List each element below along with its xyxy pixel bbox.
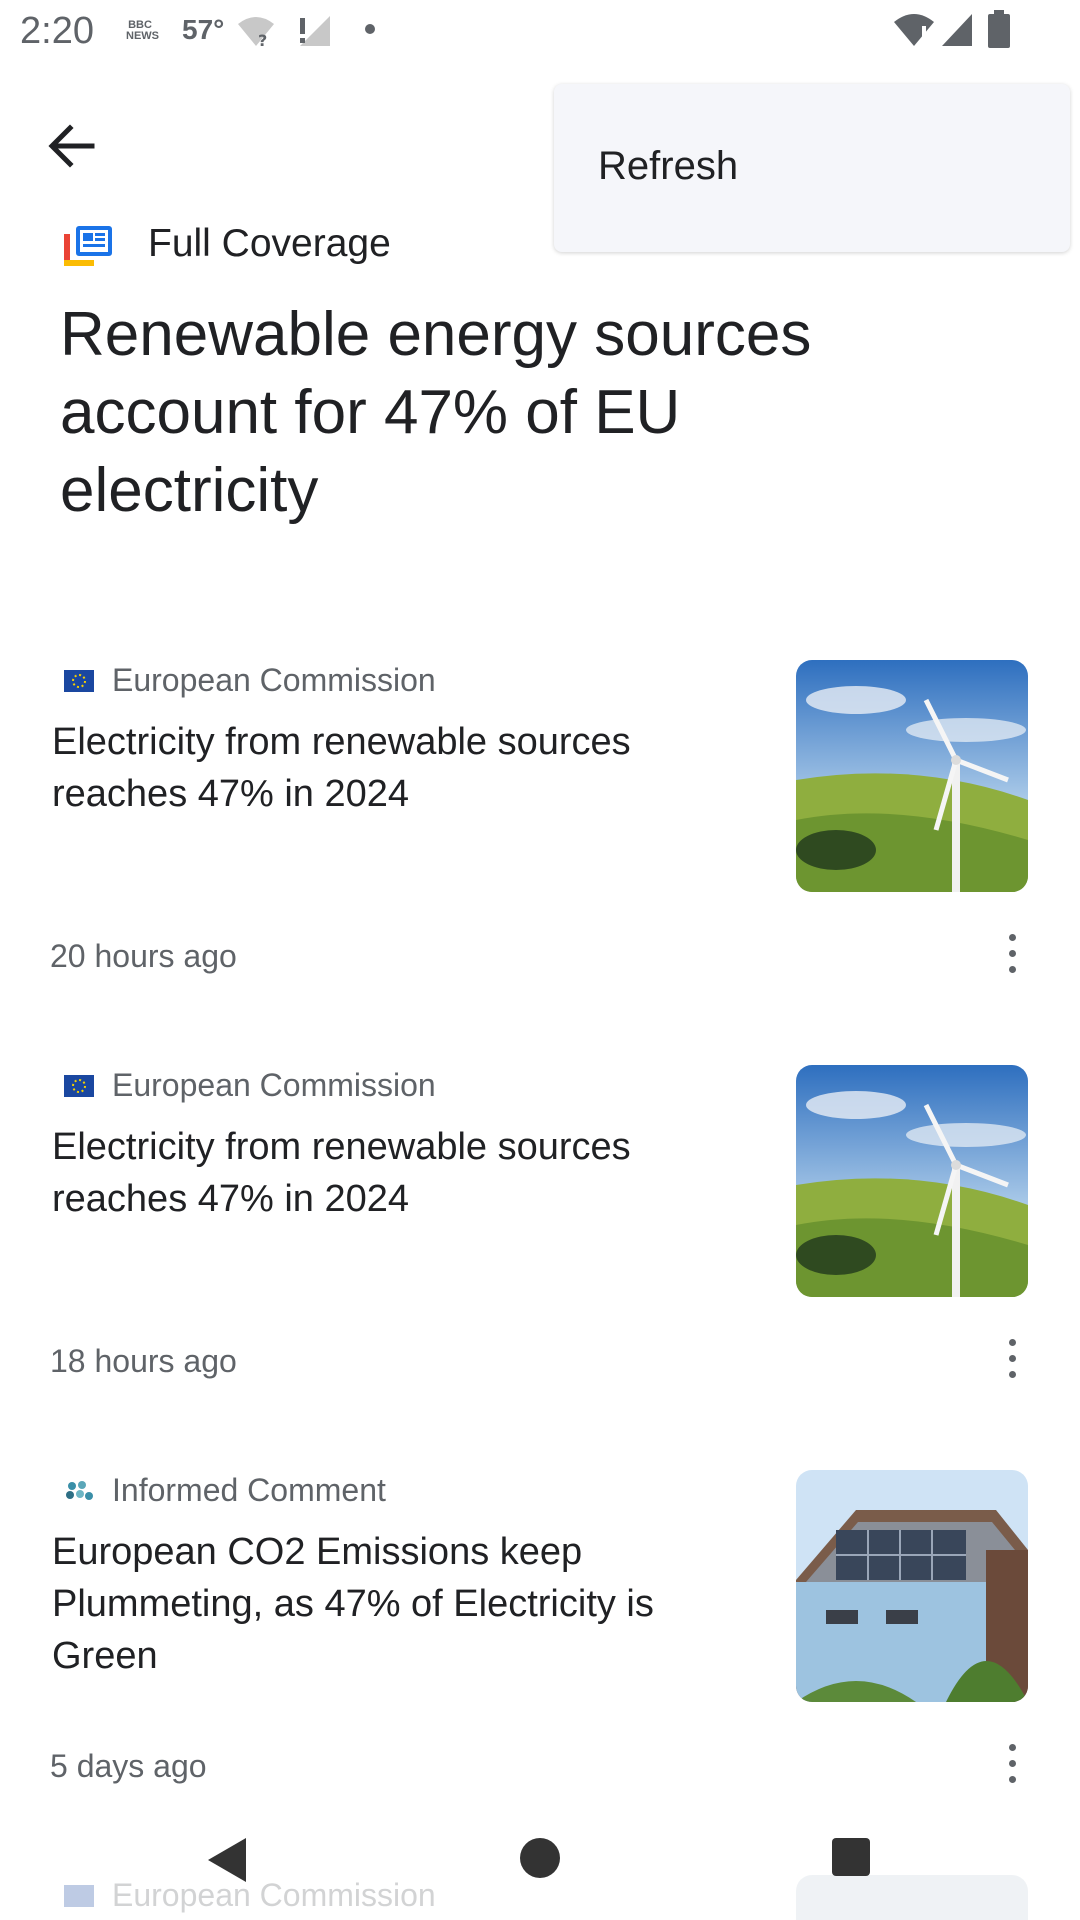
cell-signal-alert-icon bbox=[300, 16, 330, 46]
article-source: Informed Comment bbox=[56, 1470, 496, 1510]
article-title[interactable]: Electricity from renewable sources reach… bbox=[52, 1126, 631, 1220]
article-card[interactable]: European Commission Electricity from ren… bbox=[0, 650, 1080, 1055]
article-card[interactable]: Informed Comment European CO2 Emissions … bbox=[0, 1460, 1080, 1865]
eu-flag-icon bbox=[64, 670, 94, 692]
solar-roof-house-image bbox=[796, 1470, 1028, 1702]
story-headline: Renewable energy sources account for 47%… bbox=[60, 300, 812, 525]
article-source: European Commission bbox=[56, 660, 496, 700]
article-time: 5 days ago bbox=[50, 1748, 207, 1784]
bbc-news-icon: BBC NEWS bbox=[126, 19, 159, 42]
nav-recents-button[interactable] bbox=[832, 1838, 870, 1876]
more-options-button[interactable] bbox=[1004, 1335, 1020, 1383]
notification-dot-icon bbox=[365, 24, 375, 34]
article-thumbnail bbox=[796, 1875, 1028, 1920]
wind-turbine-image bbox=[796, 660, 1028, 892]
overflow-menu bbox=[554, 84, 1070, 252]
source-name: European Commission bbox=[112, 1877, 436, 1913]
nav-home-button[interactable] bbox=[520, 1838, 560, 1878]
eu-flag-icon bbox=[64, 1075, 94, 1097]
full-coverage-label: Full Coverage bbox=[148, 222, 391, 265]
svg-text:?: ? bbox=[258, 31, 267, 48]
more-options-button[interactable] bbox=[1004, 930, 1020, 978]
article-time: 18 hours ago bbox=[50, 1343, 237, 1379]
full-coverage-icon bbox=[64, 226, 112, 266]
source-name: Informed Comment bbox=[112, 1472, 386, 1508]
article-time: 20 hours ago bbox=[50, 938, 237, 974]
article-source: European Commission bbox=[56, 1065, 496, 1105]
nav-back-button[interactable] bbox=[208, 1838, 248, 1882]
status-time: 2:20 bbox=[20, 10, 94, 52]
more-options-button[interactable] bbox=[1004, 1740, 1020, 1788]
informed-comment-logo-icon bbox=[66, 1481, 93, 1500]
arrow-back-icon bbox=[48, 124, 95, 168]
wifi-question-icon: ? bbox=[238, 17, 274, 48]
article-title[interactable]: Electricity from renewable sources reach… bbox=[52, 721, 631, 815]
cell-signal-icon bbox=[942, 14, 972, 46]
status-bar: 2:20 BBC NEWS 57° ? bbox=[0, 0, 1080, 64]
article-title[interactable]: European CO2 Emissions keep Plummeting, … bbox=[52, 1531, 654, 1677]
battery-icon bbox=[988, 10, 1010, 48]
wifi-icon bbox=[894, 14, 934, 46]
back-button[interactable] bbox=[40, 110, 112, 182]
weather-temp: 57° bbox=[182, 14, 225, 45]
source-name: European Commission bbox=[112, 662, 436, 698]
wind-turbine-image bbox=[796, 1065, 1028, 1297]
eu-flag-icon bbox=[64, 1885, 94, 1907]
source-name: European Commission bbox=[112, 1067, 436, 1103]
article-source: European Commission bbox=[56, 1875, 496, 1915]
article-card[interactable]: European Commission bbox=[0, 1865, 1080, 1920]
menu-item-refresh[interactable]: Refresh bbox=[598, 144, 739, 188]
article-card[interactable]: European Commission Electricity from ren… bbox=[0, 1055, 1080, 1460]
